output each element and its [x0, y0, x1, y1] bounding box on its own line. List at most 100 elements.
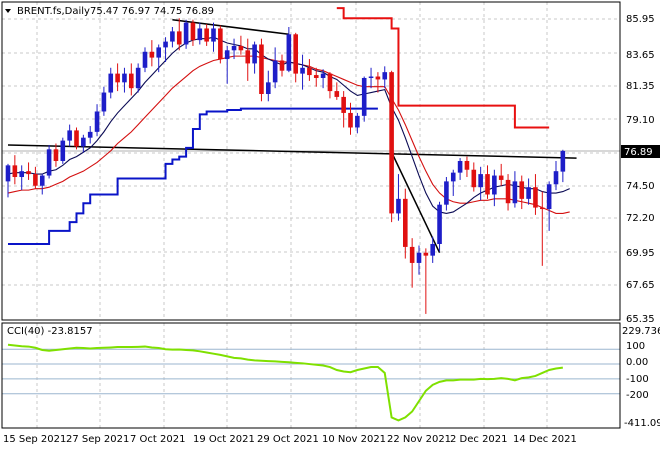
candle-body — [204, 28, 209, 42]
channel-high-line — [336, 7, 550, 129]
candle-body — [478, 174, 483, 188]
price-tick: 65.35 — [626, 314, 655, 325]
candle-body — [74, 130, 79, 147]
candle-body — [245, 50, 251, 64]
cci-tick: 229.7369 — [622, 326, 660, 337]
price-tick: 74.50 — [626, 181, 655, 192]
candle-body — [437, 204, 442, 244]
price-tick: 85.95 — [626, 14, 655, 25]
candle-body — [355, 115, 360, 128]
candle-body — [293, 34, 298, 74]
candle-body — [560, 150, 566, 172]
candle-body — [464, 160, 470, 170]
price-tick: 79.10 — [626, 115, 655, 126]
candle-body — [286, 34, 292, 71]
cci-label: CCI(40) -23.8157 — [7, 326, 93, 337]
date-tick: 27 Sep 2021 — [66, 434, 129, 445]
price-tick: 83.65 — [626, 50, 655, 61]
candle-body — [416, 252, 422, 263]
candle-body — [46, 149, 52, 176]
candle-body — [224, 50, 230, 60]
cci-axis: 229.7369 100 0.00 -100 -200 -411.093 — [621, 325, 660, 429]
candle-body — [122, 73, 127, 83]
candle-body — [512, 181, 518, 204]
symbol-label: BRENT.fs,Daily — [17, 6, 90, 17]
dropdown-triangle-icon[interactable] — [5, 9, 11, 13]
candle-body — [129, 73, 134, 89]
candle-body — [19, 171, 24, 178]
candle-body — [361, 77, 367, 116]
price-channel — [8, 7, 550, 245]
date-axis: 15 Sep 2021 27 Sep 2021 7 Oct 2021 19 Oc… — [3, 434, 577, 445]
candle-body — [218, 28, 223, 60]
candle-body — [341, 96, 346, 113]
candle-body — [519, 181, 525, 199]
candle-body — [163, 41, 168, 48]
date-tick: 19 Oct 2021 — [193, 434, 255, 445]
candle-body — [272, 60, 278, 83]
candle-body — [279, 60, 285, 71]
price-tick: 81.35 — [626, 81, 655, 92]
date-tick: 29 Oct 2021 — [257, 434, 319, 445]
candle-body — [87, 131, 93, 138]
candle-body — [190, 22, 196, 41]
candle-body — [307, 67, 312, 76]
cci-tick: -200 — [626, 390, 649, 401]
candle-body — [546, 184, 552, 210]
candle-body — [389, 72, 394, 214]
trend-line — [390, 151, 441, 254]
candle-body — [211, 28, 216, 42]
price-tick: 72.20 — [626, 213, 655, 224]
candle-body — [540, 207, 545, 210]
date-tick: 14 Dec 2021 — [513, 434, 577, 445]
candle-body — [313, 75, 319, 78]
candle-body — [266, 82, 271, 94]
price-axis: 85.95 83.65 81.35 79.10 76.89 74.50 72.2… — [621, 14, 660, 325]
trend-line — [7, 144, 577, 159]
channel-low-line — [8, 107, 378, 245]
cci-panel-frame — [1, 322, 621, 429]
candle-body — [156, 47, 161, 58]
trendlines — [7, 18, 577, 254]
candle-body — [403, 198, 408, 247]
candle-body — [135, 67, 141, 89]
candle-body — [183, 22, 189, 45]
candle-body — [526, 187, 531, 199]
candle-body — [505, 179, 511, 204]
date-tick: 22 Nov 2021 — [387, 434, 451, 445]
candle-body — [5, 165, 11, 182]
main-panel-frame — [1, 1, 621, 321]
candle-body — [375, 76, 381, 80]
ohlc-values: 75.47 76.97 74.75 76.89 — [90, 6, 214, 17]
candle-body — [533, 187, 538, 208]
candle-body — [67, 130, 72, 141]
grid — [2, 2, 620, 428]
candle-body — [450, 172, 456, 182]
candle-body — [368, 76, 374, 78]
candle-body — [142, 51, 148, 68]
date-tick: 7 Oct 2021 — [130, 434, 185, 445]
candle-body — [60, 140, 66, 161]
candle-body — [259, 44, 264, 94]
candle-body — [498, 175, 504, 180]
candle-body — [12, 165, 18, 178]
candle-body — [197, 28, 203, 41]
candle-body — [238, 45, 244, 51]
candle-body — [423, 252, 429, 256]
candle-body — [382, 72, 388, 80]
candle-body — [348, 112, 353, 128]
date-tick: 2 Dec 2021 — [450, 434, 508, 445]
candle-body — [320, 73, 326, 78]
date-tick: 15 Sep 2021 — [3, 434, 66, 445]
date-tick: 10 Nov 2021 — [322, 434, 386, 445]
candle-body — [430, 244, 435, 256]
price-tick: 67.65 — [626, 280, 655, 291]
candles — [5, 18, 566, 314]
candle-body — [81, 137, 86, 147]
cci-max-marker — [621, 325, 660, 335]
trend-line — [172, 18, 289, 36]
cci-indicator — [7, 343, 563, 422]
candle-body — [176, 31, 182, 45]
candle-body — [327, 73, 333, 92]
